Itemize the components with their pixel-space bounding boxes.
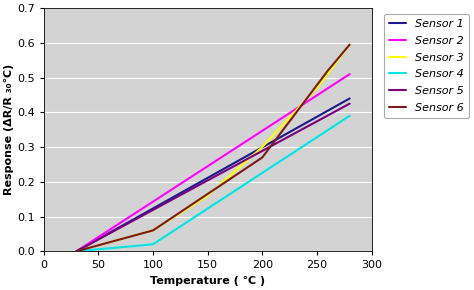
Y-axis label: Response (ΔR/R ₃₀℃): Response (ΔR/R ₃₀℃) <box>4 64 14 195</box>
Sensor 6 <box>73 249 79 253</box>
X-axis label: Temperature ( ℃ ): Temperature ( ℃ ) <box>150 276 265 286</box>
Legend: Sensor 1, Sensor 2, Sensor 3, Sensor 4, Sensor 5, Sensor 6: Sensor 1, Sensor 2, Sensor 3, Sensor 4, … <box>383 14 469 118</box>
Sensor 6 <box>347 43 353 46</box>
Sensor 3 <box>150 229 156 232</box>
Sensor 6 <box>259 156 265 159</box>
Sensor 4 <box>347 114 353 117</box>
Sensor 3 <box>314 86 320 90</box>
Sensor 3 <box>205 194 210 197</box>
Sensor 3 <box>347 43 353 46</box>
Line: Sensor 4: Sensor 4 <box>76 116 350 251</box>
Sensor 4 <box>73 249 79 253</box>
Sensor 4 <box>150 242 156 246</box>
Sensor 6 <box>325 69 331 72</box>
Sensor 3 <box>259 145 265 149</box>
Line: Sensor 6: Sensor 6 <box>76 45 350 251</box>
Line: Sensor 3: Sensor 3 <box>76 45 350 251</box>
Sensor 3 <box>73 249 79 253</box>
Sensor 6 <box>150 229 156 232</box>
